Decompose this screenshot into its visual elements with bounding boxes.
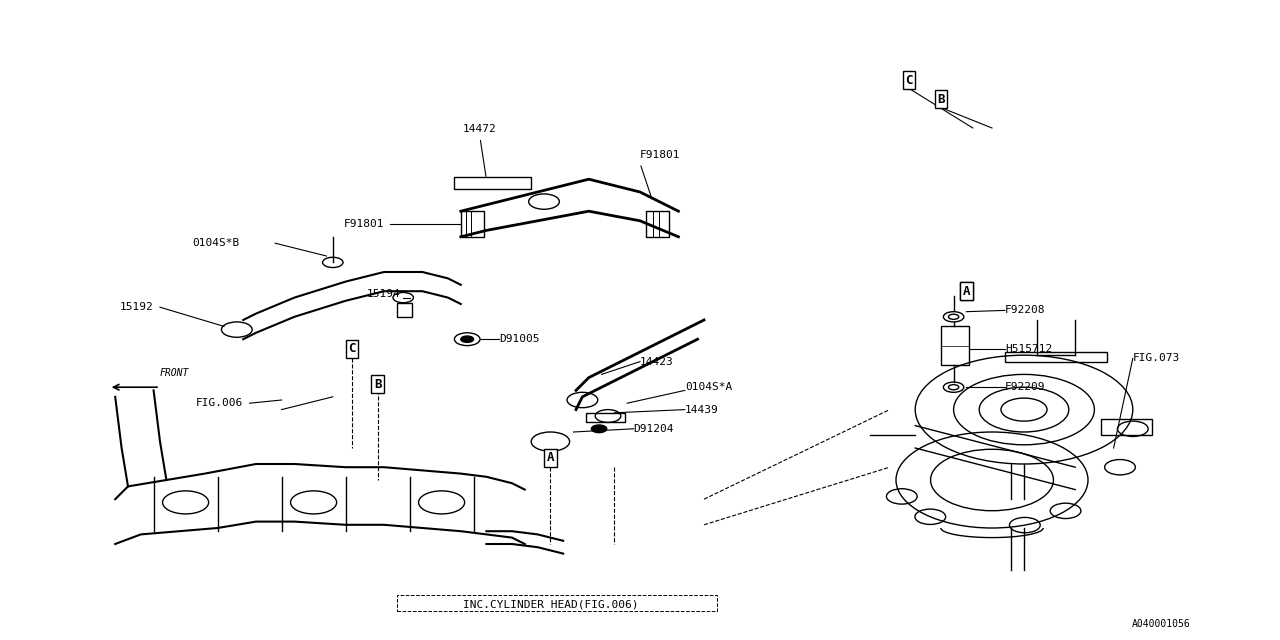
Circle shape (461, 336, 474, 342)
Text: A: A (547, 451, 554, 464)
Text: F91801: F91801 (640, 150, 681, 160)
Text: F92208: F92208 (1005, 305, 1046, 316)
Text: FIG.006: FIG.006 (196, 398, 243, 408)
Text: 0104S*A: 0104S*A (685, 382, 732, 392)
Bar (397, 595, 717, 611)
Text: F91801: F91801 (343, 219, 384, 229)
Text: 14423: 14423 (640, 356, 673, 367)
Text: 15192: 15192 (120, 302, 154, 312)
Text: H515712: H515712 (1005, 344, 1052, 354)
Bar (397, 303, 412, 317)
Bar (1005, 352, 1107, 362)
Text: B: B (374, 378, 381, 390)
Circle shape (591, 425, 607, 433)
Bar (1101, 419, 1152, 435)
Bar (454, 177, 531, 189)
Text: B: B (937, 93, 945, 106)
Text: D91005: D91005 (499, 334, 540, 344)
Bar (941, 326, 969, 365)
Text: FRONT: FRONT (160, 367, 189, 378)
Text: F92209: F92209 (1005, 382, 1046, 392)
Text: A: A (963, 285, 970, 298)
Bar (586, 413, 625, 422)
Text: D91204: D91204 (634, 424, 675, 434)
Text: 0104S*B: 0104S*B (192, 238, 239, 248)
Text: 14439: 14439 (685, 404, 718, 415)
Text: INC.CYLINDER HEAD(FIG.006): INC.CYLINDER HEAD(FIG.006) (462, 600, 639, 610)
Text: 14472: 14472 (463, 124, 497, 134)
Text: FIG.073: FIG.073 (1133, 353, 1180, 364)
Bar (646, 211, 669, 237)
Text: 15194: 15194 (367, 289, 401, 300)
Bar (461, 211, 484, 237)
Text: A040001056: A040001056 (1132, 619, 1190, 629)
Text: C: C (905, 74, 913, 86)
Text: A: A (963, 285, 970, 298)
Text: C: C (348, 342, 356, 355)
